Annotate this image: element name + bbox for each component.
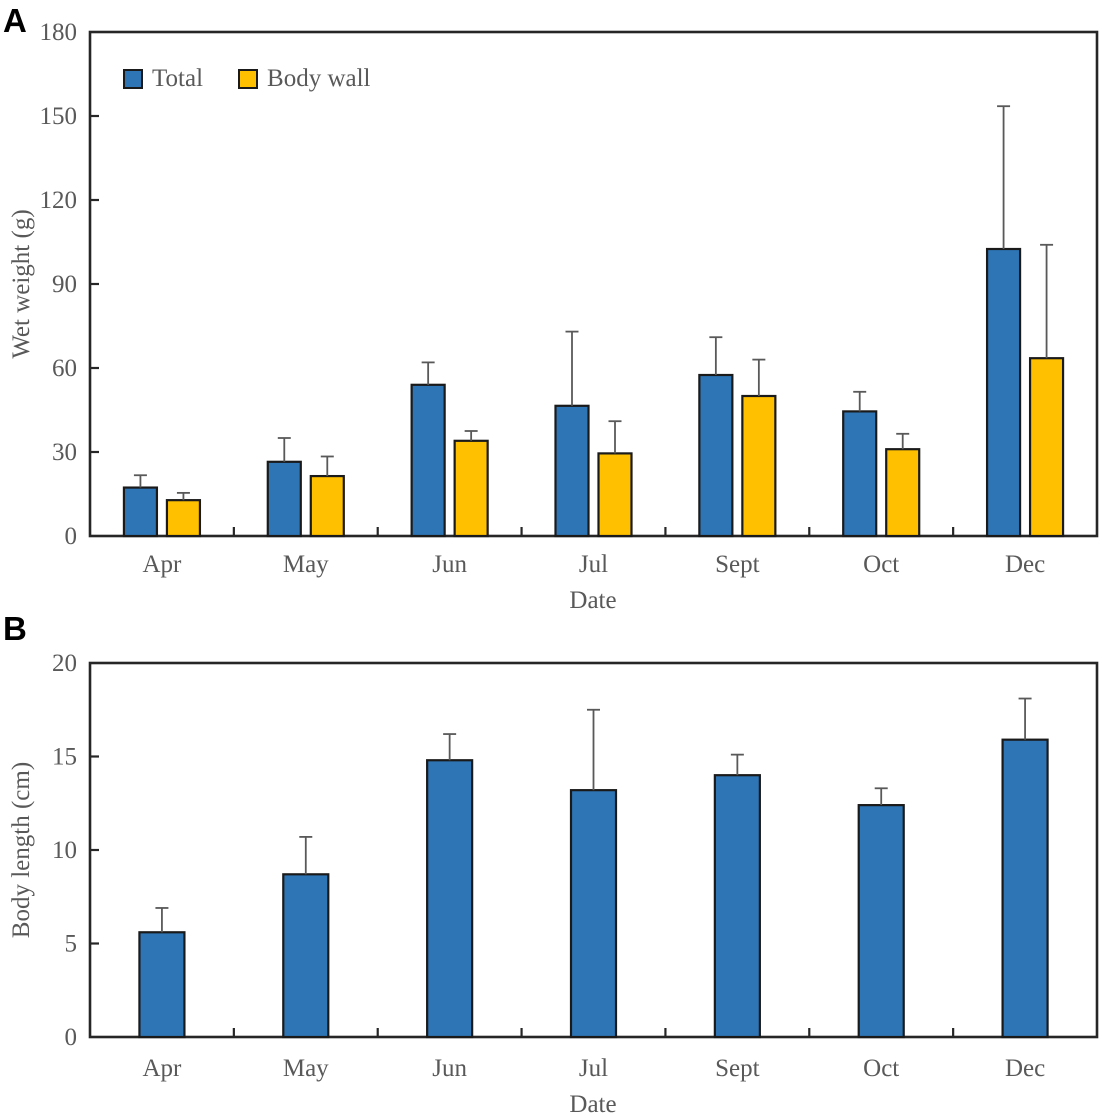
- panel-a-chart: 0 30 60 90 120 150 180 Apr May Jun Jul Sept Oct Dec: [40, 19, 1099, 578]
- bar-oct: [857, 804, 905, 1039]
- y-axis-title-body-length: Body length (cm): [8, 761, 35, 939]
- bar-body-wall-oct: [885, 448, 921, 538]
- bar-body-wall-may: [309, 474, 345, 538]
- x-category-label: May: [283, 1055, 329, 1082]
- bar-body-wall-dec: [1028, 357, 1065, 538]
- legend-item-total: Total: [123, 66, 203, 91]
- bar-total-apr: [122, 486, 159, 538]
- y-tick-label: 10: [52, 837, 77, 864]
- bar-may: [282, 873, 330, 1039]
- bar-body-wall-sept: [741, 394, 777, 538]
- x-category-label: Apr: [142, 551, 182, 578]
- bar-body-wall-jun: [453, 439, 489, 538]
- legend-label-body-wall: Body wall: [267, 65, 371, 92]
- legend: Total Body wall: [123, 66, 370, 91]
- x-category-label: Jul: [579, 551, 608, 578]
- y-tick-label: 120: [40, 187, 78, 214]
- x-category-label: Oct: [863, 551, 899, 578]
- x-category-label: Jun: [432, 551, 467, 578]
- panel-label-a: A: [3, 2, 27, 39]
- bar-body-wall-apr: [165, 499, 202, 538]
- x-category-label: Jul: [579, 1055, 608, 1082]
- plot-border: [88, 30, 1099, 538]
- panel-label-b: B: [3, 610, 27, 647]
- legend-label-total: Total: [152, 65, 204, 92]
- x-category-label: May: [283, 551, 329, 578]
- bar-total-oct: [842, 410, 878, 538]
- bar-total-jun: [410, 383, 446, 538]
- bar-total-sept: [698, 373, 734, 538]
- bar-jun: [426, 759, 474, 1039]
- bar-body-wall-jul: [597, 452, 633, 538]
- y-tick-label: 150: [40, 103, 78, 130]
- legend-swatch-total: [123, 68, 143, 89]
- panel-b-chart: 0 5 10 15 20 Apr May Jun Jul Sept Oct Dec: [52, 650, 1099, 1082]
- bar-dec: [1001, 738, 1049, 1039]
- y-tick-label: 0: [65, 1024, 78, 1051]
- bar-total-dec: [985, 247, 1022, 538]
- x-category-label: Sept: [715, 1055, 760, 1082]
- x-category-label: Oct: [863, 1055, 899, 1082]
- y-tick-label: 90: [52, 271, 77, 298]
- x-axis-title-date-b: Date: [569, 1091, 617, 1118]
- y-tick-label: 0: [65, 523, 78, 550]
- y-tick-label: 20: [52, 650, 77, 677]
- y-tick-label: 30: [52, 439, 77, 466]
- y-tick-label: 5: [65, 931, 78, 958]
- x-category-label: Dec: [1005, 1055, 1045, 1082]
- y-tick-label: 180: [40, 19, 78, 46]
- y-axis-title-wet-weight: Wet weight (g): [8, 209, 35, 359]
- y-tick-label: 15: [52, 744, 77, 771]
- x-category-label: Dec: [1005, 551, 1045, 578]
- bar-apr: [138, 931, 186, 1039]
- bar-total-jul: [554, 404, 590, 538]
- x-category-label: Sept: [715, 551, 760, 578]
- bar-jul: [569, 789, 618, 1039]
- x-category-label: Jun: [432, 1055, 467, 1082]
- x-axis-title-date-a: Date: [569, 587, 617, 614]
- x-category-label: Apr: [142, 1055, 182, 1082]
- y-tick-label: 60: [52, 355, 77, 382]
- legend-item-body-wall: Body wall: [238, 66, 370, 91]
- legend-swatch-body-wall: [238, 68, 259, 89]
- bar-total-may: [266, 460, 302, 538]
- bar-sept: [713, 774, 761, 1039]
